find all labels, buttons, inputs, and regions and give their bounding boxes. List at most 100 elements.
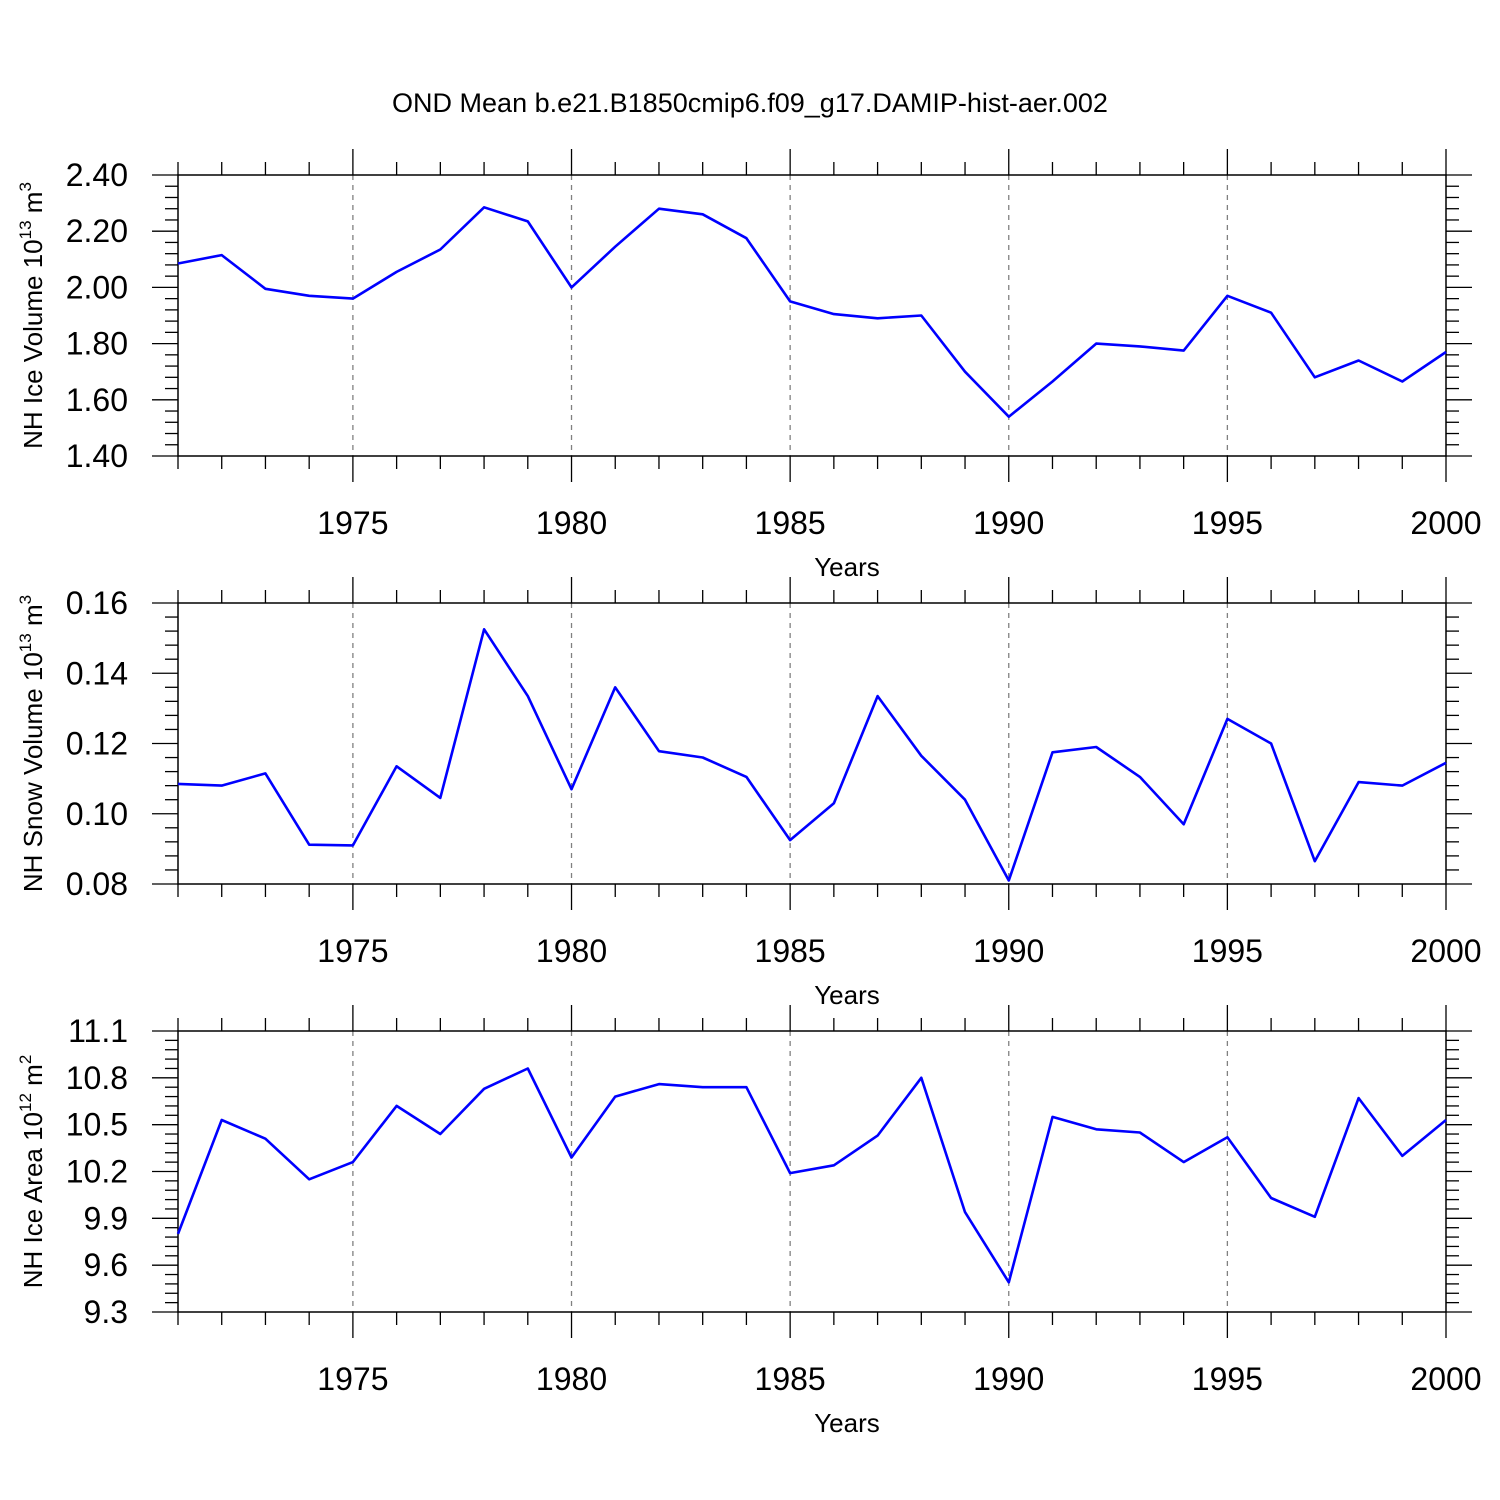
x-tick-label: 2000 [1410, 1361, 1481, 1397]
data-point [1138, 1130, 1142, 1134]
data-point [220, 784, 224, 788]
data-point [438, 796, 442, 800]
data-point [1357, 358, 1361, 362]
y-tick-label: 10.2 [66, 1154, 128, 1190]
x-tick-label: 1990 [973, 1361, 1044, 1397]
data-point [832, 312, 836, 316]
data-point [263, 287, 267, 291]
y-tick-label: 10.8 [66, 1060, 128, 1096]
data-point [701, 1085, 705, 1089]
data-point [1138, 775, 1142, 779]
data-point [438, 247, 442, 251]
y-axis-title-unit: m [18, 604, 48, 633]
data-point [1007, 415, 1011, 419]
data-point [613, 1095, 617, 1099]
panel-1: 1.40 1.60 1.80 2.00 2.20 2.40 1975 1980 1985 1990… [16, 149, 1482, 582]
data-point [1269, 1196, 1273, 1200]
y-axis-title: NH Snow Volume 1013 m3 [16, 595, 48, 892]
data-point [1400, 1154, 1404, 1158]
data-point [744, 775, 748, 779]
y-axis-title-unit-exponent: 2 [16, 1055, 35, 1064]
data-point [744, 1085, 748, 1089]
data-point [876, 316, 880, 320]
series-line [177, 627, 1447, 882]
data-point [1444, 350, 1448, 354]
y-axis-title-unit-exponent: 3 [16, 182, 35, 191]
y-axis-title-unit: m [18, 192, 48, 221]
data-point [220, 253, 224, 257]
y-axis-title-unit-exponent: 3 [16, 595, 35, 604]
chart-panels: 1.40 1.60 1.80 2.00 2.20 2.40 1975 1980 1985 1990… [16, 149, 1482, 1438]
y-tick-label: 1.40 [66, 438, 128, 474]
data-point [395, 764, 399, 768]
data-point [963, 370, 967, 374]
data-point [832, 801, 836, 805]
x-tick-label: 1985 [755, 933, 826, 969]
x-tick-label: 1995 [1192, 505, 1263, 541]
x-axis-title: Years [814, 980, 880, 1010]
plot-frame [177, 602, 1447, 885]
x-tick-label: 1975 [317, 505, 388, 541]
data-point [1225, 717, 1229, 721]
data-point [788, 1171, 792, 1175]
data-point [1313, 859, 1317, 863]
data-point [1269, 742, 1273, 746]
y-tick-label: 0.10 [66, 796, 128, 832]
x-axis-title: Years [814, 552, 880, 582]
data-point [482, 1087, 486, 1091]
x-tick-label: 1990 [973, 933, 1044, 969]
data-point [1357, 1096, 1361, 1100]
y-axis-title-exponent: 13 [16, 220, 35, 239]
data-point [613, 685, 617, 689]
y-tick-label: 1.80 [66, 326, 128, 362]
x-tick-label: 1985 [755, 1361, 826, 1397]
data-point [526, 694, 530, 698]
data-point [351, 297, 355, 301]
data-point [570, 285, 574, 289]
data-point [395, 270, 399, 274]
data-point [263, 771, 267, 775]
data-point [307, 843, 311, 847]
x-tick-label: 1995 [1192, 1361, 1263, 1397]
data-point [1094, 1127, 1098, 1131]
data-point [482, 627, 486, 631]
data-point [657, 749, 661, 753]
data-point [1225, 294, 1229, 298]
y-tick-label: 1.60 [66, 382, 128, 418]
data-point [526, 1066, 530, 1070]
y-tick-label: 10.5 [66, 1107, 128, 1143]
x-tick-label: 1975 [317, 933, 388, 969]
x-axis-title: Years [814, 1408, 880, 1438]
data-point [876, 1134, 880, 1138]
x-tick-label: 1995 [1192, 933, 1263, 969]
data-point [1313, 375, 1317, 379]
y-tick-label: 0.08 [66, 866, 128, 902]
data-point [351, 843, 355, 847]
data-point [220, 1118, 224, 1122]
data-point [1400, 380, 1404, 384]
y-tick-label: 0.14 [66, 655, 128, 691]
data-point [395, 1104, 399, 1108]
data-point [788, 299, 792, 303]
y-axis-title-main: NH Ice Volume 10 [18, 239, 48, 449]
data-point [176, 782, 180, 786]
plot-frame [177, 1030, 1447, 1313]
data-point [919, 754, 923, 758]
data-point [744, 236, 748, 240]
data-point [613, 245, 617, 249]
data-point [963, 798, 967, 802]
y-tick-label: 9.9 [84, 1200, 128, 1236]
y-axis-title-main: NH Ice Area 10 [18, 1112, 48, 1288]
data-point [919, 1076, 923, 1080]
data-point [919, 314, 923, 318]
panel-2: 0.08 0.10 0.12 0.14 0.16 1975 1980 1985 1990 1995… [16, 577, 1482, 1010]
x-tick-label: 1980 [536, 933, 607, 969]
x-tick-label: 1980 [536, 505, 607, 541]
y-tick-label: 0.12 [66, 726, 128, 762]
data-point [832, 1163, 836, 1167]
data-point [1182, 349, 1186, 353]
panel-3: 9.3 9.6 9.9 10.2 10.5 10.8 11.1 1975 1980 1985 199… [16, 1005, 1482, 1438]
x-tick-label: 2000 [1410, 933, 1481, 969]
data-point [1094, 745, 1098, 749]
